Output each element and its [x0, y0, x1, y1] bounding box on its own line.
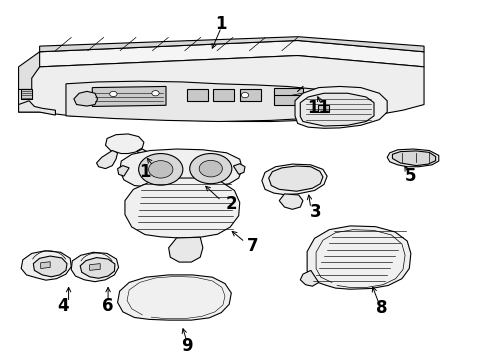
Polygon shape — [233, 164, 245, 174]
Polygon shape — [19, 101, 55, 115]
Polygon shape — [19, 52, 40, 90]
Polygon shape — [105, 134, 144, 154]
Polygon shape — [92, 86, 166, 107]
Text: 4: 4 — [57, 297, 69, 315]
Polygon shape — [71, 252, 119, 282]
Polygon shape — [21, 90, 32, 99]
Circle shape — [110, 91, 117, 96]
Polygon shape — [118, 166, 129, 176]
Polygon shape — [274, 87, 303, 95]
Text: 1: 1 — [216, 14, 227, 32]
Text: 7: 7 — [247, 237, 259, 255]
Polygon shape — [274, 91, 303, 104]
Circle shape — [199, 160, 222, 177]
Circle shape — [190, 154, 232, 184]
Circle shape — [139, 154, 183, 185]
Polygon shape — [169, 237, 203, 262]
Text: 5: 5 — [405, 167, 416, 185]
Polygon shape — [137, 149, 155, 163]
Text: 2: 2 — [226, 195, 238, 213]
Polygon shape — [19, 40, 424, 90]
Polygon shape — [300, 270, 318, 286]
Text: 9: 9 — [181, 337, 193, 355]
Polygon shape — [120, 149, 243, 188]
Polygon shape — [66, 81, 318, 122]
Polygon shape — [318, 105, 329, 112]
Polygon shape — [240, 90, 261, 101]
Polygon shape — [269, 166, 323, 191]
Polygon shape — [392, 151, 436, 166]
Polygon shape — [279, 194, 303, 209]
Polygon shape — [214, 90, 235, 101]
Text: 6: 6 — [102, 297, 114, 315]
Polygon shape — [74, 91, 98, 106]
Polygon shape — [33, 256, 67, 277]
Polygon shape — [295, 86, 387, 128]
Polygon shape — [40, 37, 424, 52]
Polygon shape — [41, 262, 50, 269]
Polygon shape — [97, 150, 118, 168]
Polygon shape — [80, 257, 115, 278]
Polygon shape — [262, 164, 327, 195]
Polygon shape — [90, 264, 100, 270]
Text: 3: 3 — [310, 203, 322, 221]
Text: 8: 8 — [376, 299, 388, 317]
Polygon shape — [300, 93, 374, 126]
Circle shape — [241, 93, 249, 98]
Polygon shape — [307, 226, 411, 289]
Text: 11: 11 — [307, 99, 330, 117]
Text: 10: 10 — [139, 163, 162, 181]
Polygon shape — [19, 55, 424, 122]
Circle shape — [152, 91, 159, 96]
Polygon shape — [125, 178, 240, 238]
Polygon shape — [387, 149, 439, 167]
Polygon shape — [187, 90, 208, 101]
Polygon shape — [118, 275, 231, 320]
Circle shape — [148, 161, 173, 178]
Polygon shape — [21, 251, 71, 280]
